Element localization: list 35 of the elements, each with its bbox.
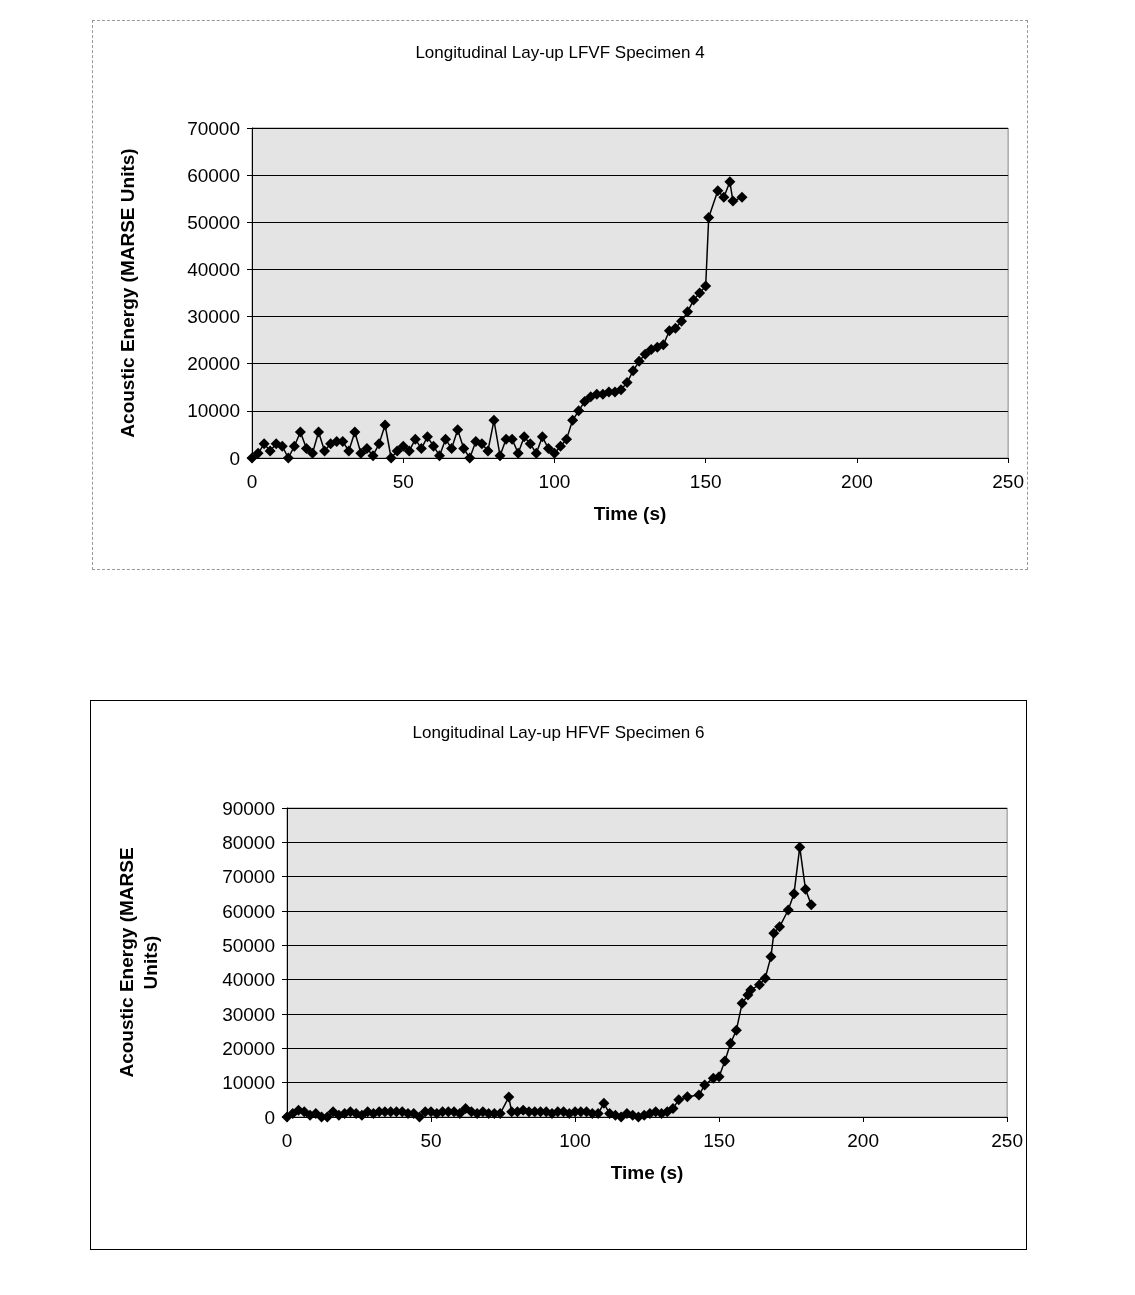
x-tick-label: 150 <box>689 471 722 492</box>
x-tick-label: 150 <box>703 1130 735 1151</box>
y-tick-label: 20000 <box>187 353 240 375</box>
y-tick-label: 60000 <box>187 164 240 186</box>
chart-title: Longitudinal Lay-up LFVF Specimen 4 <box>415 43 705 62</box>
y-tick-label: 30000 <box>187 306 240 328</box>
x-tick-label: 100 <box>538 471 571 492</box>
y-tick-label: 30000 <box>222 1003 275 1025</box>
x-tick-label: 200 <box>841 471 873 492</box>
y-tick-label: 10000 <box>187 400 240 422</box>
y-tick-label: 70000 <box>222 866 275 888</box>
y-axis-title: Acoustic Energy (MARSE Units) <box>116 148 138 438</box>
y-tick-label: 80000 <box>222 831 275 853</box>
y-tick-label: 60000 <box>222 900 275 922</box>
y-tick-label: 50000 <box>187 211 240 233</box>
x-tick-label: 0 <box>281 1130 293 1151</box>
x-axis-title: Time (s) <box>593 503 667 524</box>
y-tick-label: 0 <box>229 447 240 469</box>
y-tick-label: 50000 <box>222 934 275 956</box>
y-tick-label: 10000 <box>222 1072 275 1094</box>
x-tick-label: 250 <box>992 471 1024 492</box>
y-axis-title: Acoustic Energy (MARSE Units) <box>115 847 161 1078</box>
x-tick-label: 200 <box>847 1130 879 1151</box>
x-tick-label: 100 <box>559 1130 591 1151</box>
y-tick-label: 70000 <box>187 117 240 139</box>
y-tick-label: 40000 <box>222 969 275 991</box>
y-tick-label: 40000 <box>187 258 240 280</box>
x-tick-label: 50 <box>392 471 414 492</box>
chart-title: Longitudinal Lay-up HFVF Specimen 6 <box>412 723 705 742</box>
x-tick-label: 250 <box>991 1130 1023 1151</box>
x-tick-label: 50 <box>420 1130 442 1151</box>
x-axis-title: Time (s) <box>610 1162 684 1183</box>
y-tick-label: 90000 <box>222 797 275 819</box>
y-tick-label: 0 <box>264 1106 275 1128</box>
y-tick-label: 20000 <box>222 1037 275 1059</box>
